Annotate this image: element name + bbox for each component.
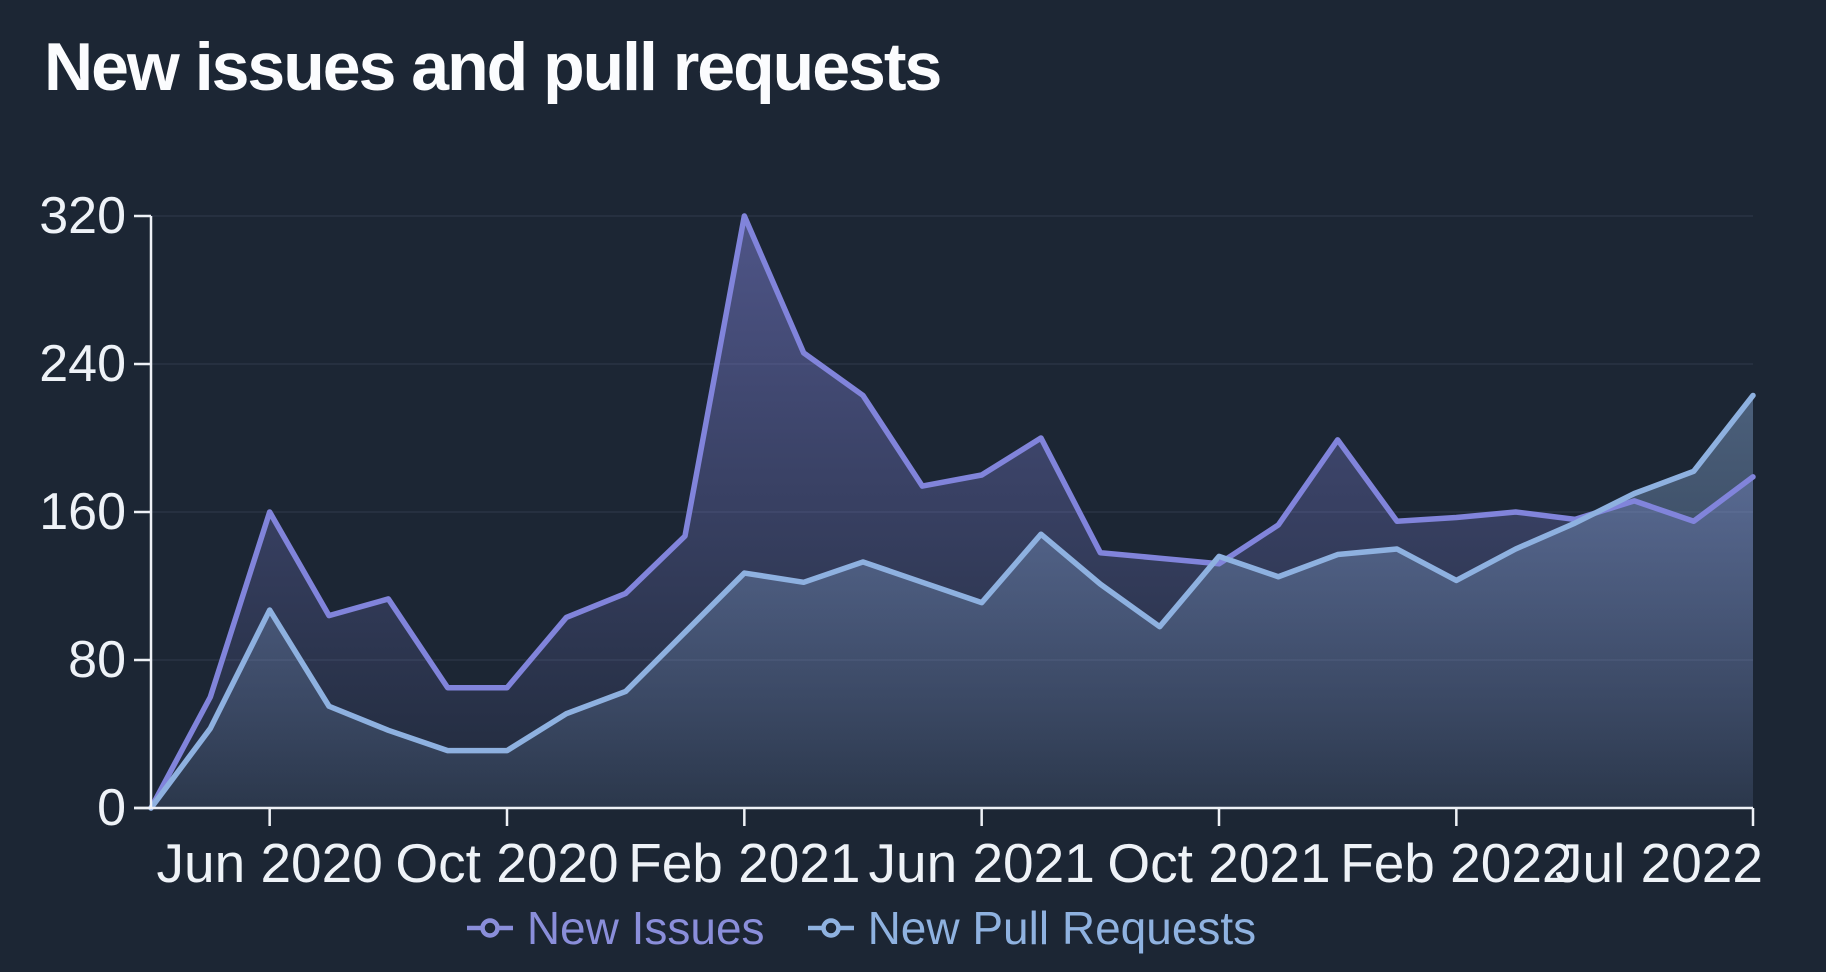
x-axis-tick-label: Oct 2021 — [1107, 832, 1330, 894]
legend-item-new-pull-requests[interactable]: New Pull Requests — [807, 901, 1257, 955]
x-axis-tick-label: Jul 2022 — [1555, 832, 1763, 894]
new-pull-requests-area — [151, 395, 1753, 808]
legend-label: New Issues — [526, 902, 765, 954]
y-axis-tick-label: 320 — [39, 187, 126, 245]
y-axis-tick-label: 160 — [39, 483, 126, 541]
legend-item-new-issues[interactable]: New Issues — [466, 901, 765, 955]
x-axis-tick-label: Jun 2021 — [869, 832, 1095, 894]
x-axis-tick-label: Feb 2022 — [1340, 832, 1572, 894]
x-axis-tick-label: Oct 2020 — [395, 832, 618, 894]
x-axis-tick-label: Jun 2020 — [157, 832, 383, 894]
new-issues-line — [148, 213, 1756, 811]
x-axis-tick-label: Feb 2021 — [628, 832, 860, 894]
page-title: New issues and pull requests — [44, 29, 942, 105]
new-pull-requests-line — [148, 392, 1756, 811]
legend-open-circle-icon — [807, 918, 854, 938]
legend-open-circle-icon — [466, 918, 513, 938]
y-axis-tick-label: 240 — [39, 335, 126, 393]
chart-legend: New Issues New Pull Requests — [0, 898, 1774, 958]
y-axis-tick-label: 80 — [68, 631, 126, 689]
legend-label: New Pull Requests — [867, 902, 1257, 954]
y-axis-tick-label: 0 — [97, 779, 126, 837]
